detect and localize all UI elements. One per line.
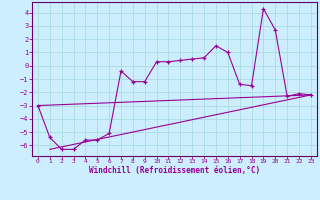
X-axis label: Windchill (Refroidissement éolien,°C): Windchill (Refroidissement éolien,°C) [89,166,260,175]
